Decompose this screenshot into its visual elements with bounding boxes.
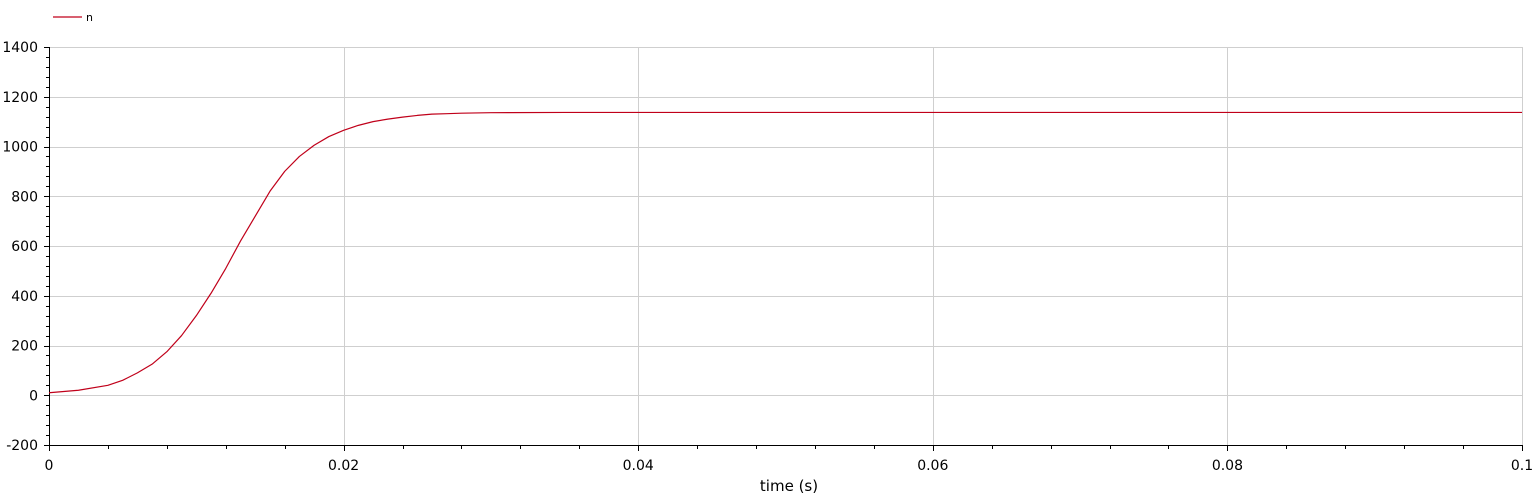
- grid: [49, 47, 1523, 445]
- y-tick-label: 1400: [2, 40, 38, 56]
- y-tick-label: -200: [6, 438, 38, 454]
- y-tick-label: 0: [29, 388, 38, 404]
- x-tick-label: 0.1: [1511, 458, 1533, 474]
- y-tick-label: 800: [11, 189, 38, 205]
- x-tick-labels: 0 0.02 0.04 0.06 0.08 0.1: [45, 458, 1534, 474]
- y-tick-labels: -200 0 200 400 600 800 1000 1200 1400: [2, 40, 38, 454]
- minor-ticks: [44, 47, 1523, 451]
- axes: [49, 47, 1522, 446]
- y-tick-label: 400: [11, 289, 38, 305]
- legend-label-n: n: [86, 11, 93, 24]
- x-tick-label: 0.06: [917, 458, 948, 474]
- x-tick-label: 0.02: [328, 458, 359, 474]
- y-tick-label: 200: [11, 339, 38, 355]
- y-tick-label: 1000: [2, 140, 38, 156]
- x-tick-label: 0: [45, 458, 54, 474]
- y-tick-label: 600: [11, 239, 38, 255]
- legend: n: [53, 11, 93, 24]
- x-axis-title: time (s): [760, 477, 818, 495]
- x-tick-label: 0.08: [1212, 458, 1243, 474]
- x-tick-label: 0.04: [623, 458, 654, 474]
- series-group: [48, 111, 1522, 394]
- y-tick-label: 1200: [2, 90, 38, 106]
- series-line-n: [48, 111, 1522, 394]
